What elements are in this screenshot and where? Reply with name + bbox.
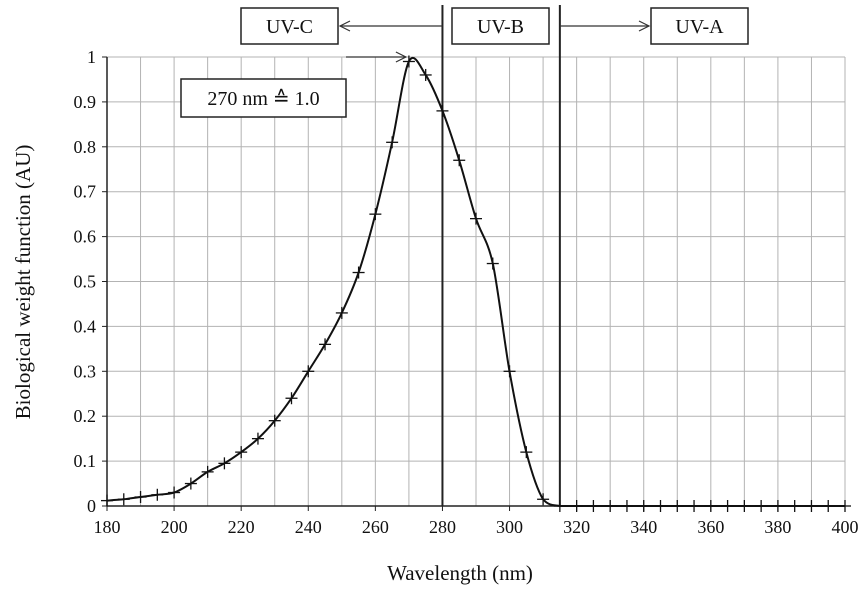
arrowhead-uvc [338, 20, 351, 32]
data-point-marker [386, 136, 399, 149]
band-labels: UV-C UV-B UV-A [240, 7, 749, 45]
y-tick-label: 0.6 [74, 227, 97, 247]
data-point-marker [335, 306, 348, 319]
x-tick-label: 220 [228, 517, 255, 537]
annotation-box [180, 78, 347, 118]
band-box [650, 7, 749, 45]
data-point-marker [453, 154, 466, 167]
data-point-marker [520, 446, 533, 459]
data-point-marker [570, 500, 583, 512]
band-box [451, 7, 550, 45]
x-tick-label: 260 [362, 517, 389, 537]
data-point-marker [822, 500, 835, 512]
x-tick-label: 340 [630, 517, 657, 537]
data-point-marker [486, 257, 499, 270]
x-tick-label: 300 [496, 517, 523, 537]
data-point-marker [302, 365, 315, 378]
data-point-marker [688, 500, 701, 512]
data-point-marker [755, 500, 768, 512]
data-point-marker [721, 500, 734, 512]
data-point-marker [402, 55, 415, 68]
data-point-marker [285, 392, 298, 405]
x-tick-label: 360 [697, 517, 724, 537]
y-tick-label: 0.4 [74, 316, 97, 336]
data-point-marker [805, 500, 818, 512]
data-point-marker [319, 338, 332, 351]
annotation-text: 270 nm ≙ 1.0 [207, 88, 319, 110]
data-point-marker [268, 414, 281, 427]
grid [106, 56, 846, 507]
data-point-marker [117, 493, 130, 506]
x-tick-label: 320 [563, 517, 590, 537]
data-point-marker [839, 500, 851, 512]
band-boundaries [441, 5, 561, 506]
y-tick-label: 0.2 [74, 406, 97, 426]
data-point-marker [184, 477, 197, 490]
axes [102, 56, 846, 511]
data-point-marker [470, 212, 482, 225]
data-point-marker [537, 493, 550, 506]
x-tick-labels: 180 200 220 240 260 280 300 320 340 360 380 400 [94, 517, 859, 537]
data-point-marker [218, 457, 231, 470]
data-point-marker [235, 446, 248, 459]
series-layer [101, 55, 851, 512]
y-tick-label: 0.1 [74, 451, 97, 471]
data-point-marker [151, 488, 164, 501]
y-tick-label: 0.3 [74, 361, 97, 381]
annotation-arrowhead [395, 51, 408, 63]
data-point-marker [436, 104, 449, 117]
data-point-marker [134, 491, 147, 504]
data-point-marker [251, 432, 264, 445]
band-label: UV-C [266, 16, 313, 38]
y-tick-label: 0.5 [74, 272, 97, 292]
data-point-marker [419, 68, 432, 81]
data-point-marker [704, 500, 717, 512]
x-axis-title: Wavelength (nm) [387, 561, 533, 585]
data-point-marker [654, 500, 667, 512]
data-point-marker [201, 465, 214, 478]
band-box [240, 7, 339, 45]
x-tick-label: 280 [429, 517, 456, 537]
data-point-marker [352, 266, 365, 279]
y-tick-label: 1 [87, 47, 96, 67]
x-tick-label: 180 [94, 517, 121, 537]
data-point-marker [637, 500, 650, 512]
x-tick-label: 400 [832, 517, 859, 537]
data-point-marker [738, 500, 751, 512]
data-point-marker [788, 500, 801, 512]
data-point-marker [101, 494, 113, 507]
y-axis-title: Biological weight function (AU) [11, 145, 35, 420]
band-label: UV-B [477, 16, 524, 38]
data-point-marker [604, 500, 617, 512]
data-point-marker [587, 500, 600, 512]
data-point-marker [671, 500, 684, 512]
y-tick-labels: 0 0.1 0.2 0.3 0.4 0.5 0.6 0.7 0.8 0.9 1 [74, 47, 97, 516]
y-tick-label: 0 [87, 496, 96, 516]
data-point-marker [771, 500, 784, 512]
x-tick-label: 380 [764, 517, 791, 537]
arrowhead-uva [638, 20, 651, 32]
data-point-marker [553, 500, 566, 512]
y-tick-label: 0.8 [74, 137, 97, 157]
data-point-marker [620, 500, 633, 512]
peak-annotation: 270 nm ≙ 1.0 [180, 51, 408, 118]
y-tick-label: 0.7 [74, 182, 97, 202]
y-tick-label: 0.9 [74, 92, 97, 112]
data-point-marker [503, 365, 516, 378]
x-tick-label: 240 [295, 517, 322, 537]
band-label: UV-A [675, 16, 724, 38]
data-point-marker [369, 208, 382, 221]
data-point-marker [168, 486, 181, 499]
x-tick-label: 200 [161, 517, 188, 537]
